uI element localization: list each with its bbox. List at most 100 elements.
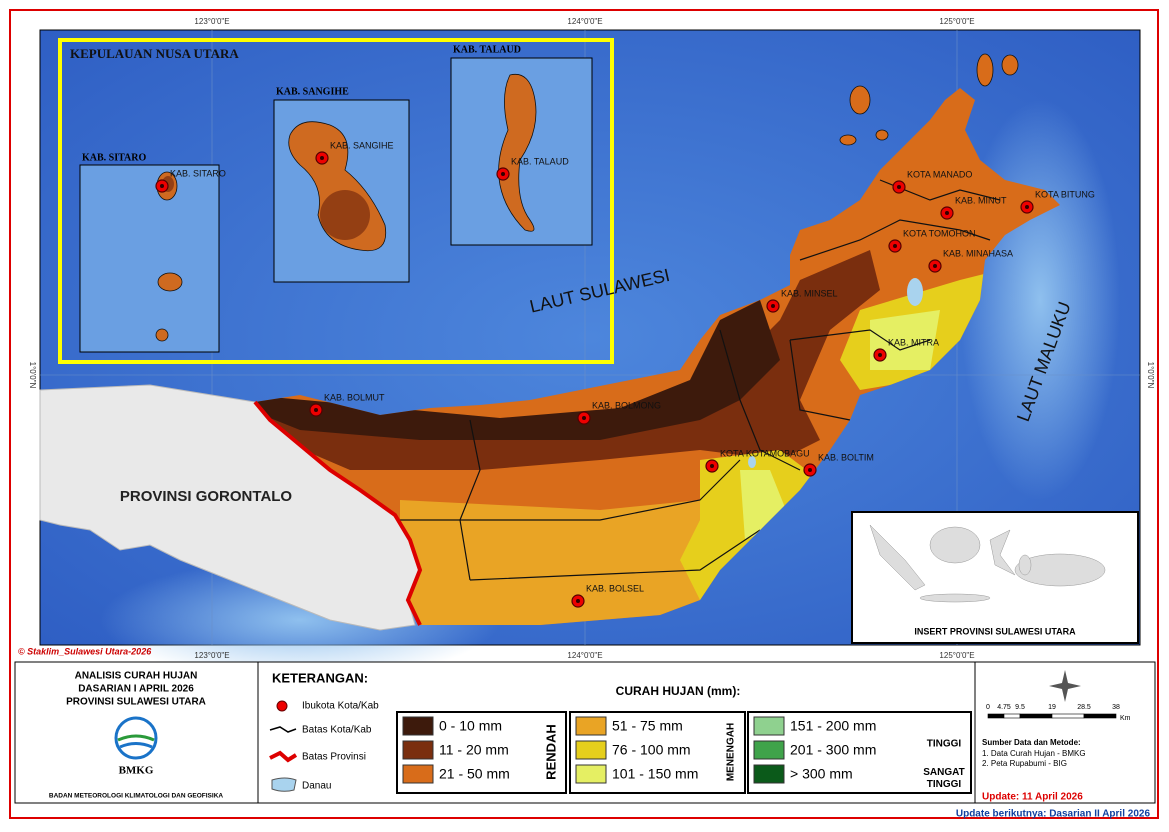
ellipse (155, 328, 169, 342)
place-label: KAB. TALAUD (511, 156, 569, 166)
source-item: 2. Peta Rupabumi - BIG (982, 759, 1067, 768)
legend-swatch (575, 764, 607, 784)
scale-segment (1051, 713, 1085, 719)
polyline (789, 329, 931, 351)
legend-label: > 300 mm (790, 766, 853, 782)
inset-panels: KAB. SITARO KAB. SANGIHE KAB. TALAUD (79, 44, 593, 353)
capital-dot (1025, 205, 1029, 209)
polyline (469, 529, 761, 581)
polyline (459, 419, 481, 581)
ellipse (320, 190, 370, 240)
ellipse (1014, 553, 1106, 587)
legend-label: 11 - 20 mm (439, 742, 509, 758)
title-line: DASARIAN I APRIL 2026 (78, 684, 194, 695)
scale-tick-label: 38 (1112, 704, 1120, 711)
circle (276, 700, 288, 712)
panel-title: KAB. SANGIHE (276, 86, 349, 97)
title-line: PROVINSI SULAWESI UTARA (66, 697, 206, 708)
polyline (400, 459, 741, 521)
polyline (879, 179, 1001, 201)
ellipse (849, 85, 871, 115)
polyline (269, 726, 297, 733)
lat-label: 1°0'0"N (1146, 362, 1155, 389)
ellipse (875, 129, 889, 141)
update: Update: 11 April 2026 (982, 792, 1083, 803)
legend-swatch (753, 740, 785, 760)
capital-dot (808, 468, 812, 472)
legend-swatch (402, 764, 434, 784)
ellipse (157, 272, 183, 292)
place-label: KAB. MINUT (955, 195, 1007, 205)
capital-dot (897, 185, 901, 189)
place-label: KOTA KOTAMOBAGU (720, 448, 810, 458)
zone (870, 310, 940, 370)
lon-label: 125°0'0"E (939, 651, 974, 660)
group-label: MENENGAH (726, 723, 737, 781)
place-label: KAB. BOLSEL (586, 583, 644, 593)
place-label: KAB. BOLMUT (324, 392, 385, 402)
lake (748, 456, 756, 468)
capital-dot (878, 353, 882, 357)
capital-dot (576, 599, 580, 603)
legend-label: 151 - 200 mm (790, 718, 876, 734)
place-label: KAB. MINSEL (781, 288, 838, 298)
rain-title: CURAH HUJAN (mm): (616, 684, 741, 698)
place-label: KAB. BOLTIM (818, 452, 874, 462)
place-label: KAB. SITARO (170, 168, 226, 178)
capital-dot (710, 464, 714, 468)
capital-dot (320, 156, 324, 160)
place-label: KOTA BITUNG (1035, 189, 1095, 199)
rect (79, 164, 220, 353)
place-label: KAB. MITRA (888, 337, 939, 347)
path (119, 742, 153, 749)
ellipse (1001, 54, 1019, 76)
ellipse (919, 593, 991, 603)
legend-swatch (753, 764, 785, 784)
next-update: Update berikutnya: Dasarian II April 202… (956, 809, 1151, 820)
overview-map (869, 524, 1106, 603)
capital-dot (771, 304, 775, 308)
panel-title: KAB. TALAUD (453, 44, 521, 55)
path (989, 529, 1016, 576)
legend-box (569, 711, 746, 794)
place-label: KAB. SANGIHE (330, 140, 394, 150)
group-label: RENDAH (543, 724, 558, 780)
panel-title: KAB. SITARO (82, 152, 146, 163)
scale-tick-label: 19 (1048, 704, 1056, 711)
ellipse (976, 53, 994, 87)
capital-dot (582, 416, 586, 420)
legend-label: 101 - 150 mm (612, 766, 698, 782)
place-label: KOTA TOMOHON (903, 228, 976, 238)
tspan: TINGGI (927, 779, 962, 790)
ellipse (1018, 554, 1032, 576)
capital-dot (893, 244, 897, 248)
polyline (789, 339, 851, 421)
zone (400, 470, 780, 625)
ellipse (929, 526, 981, 564)
capital-dot (160, 184, 164, 188)
islands (839, 53, 1019, 146)
legend-swatch (575, 716, 607, 736)
place-label: KAB. MINAHASA (943, 248, 1013, 258)
path (271, 777, 297, 792)
legend-title: KETERANGAN: (272, 670, 368, 685)
copyright: © Staklim_Sulawesi Utara-2026 (18, 646, 152, 656)
text: BMKG (119, 765, 154, 777)
legend-swatch (402, 740, 434, 760)
lon-label: 124°0'0"E (567, 651, 602, 660)
path (117, 734, 155, 742)
lat-label: 1°0'0"N (28, 362, 37, 389)
ellipse (839, 134, 857, 146)
capital-dot (933, 264, 937, 268)
lon-label: 123°0'0"E (194, 17, 229, 26)
scale-segment (1019, 713, 1053, 719)
legend-label: 76 - 100 mm (612, 742, 691, 758)
legend-swatch (753, 716, 785, 736)
legend-label: 51 - 75 mm (612, 718, 683, 734)
polyline (719, 329, 801, 471)
scale-tick-label: 28.5 (1077, 704, 1091, 711)
inset-frame (58, 38, 614, 364)
text: Batas Kota/Kab (302, 725, 372, 736)
legend-label: 21 - 50 mm (439, 766, 510, 782)
